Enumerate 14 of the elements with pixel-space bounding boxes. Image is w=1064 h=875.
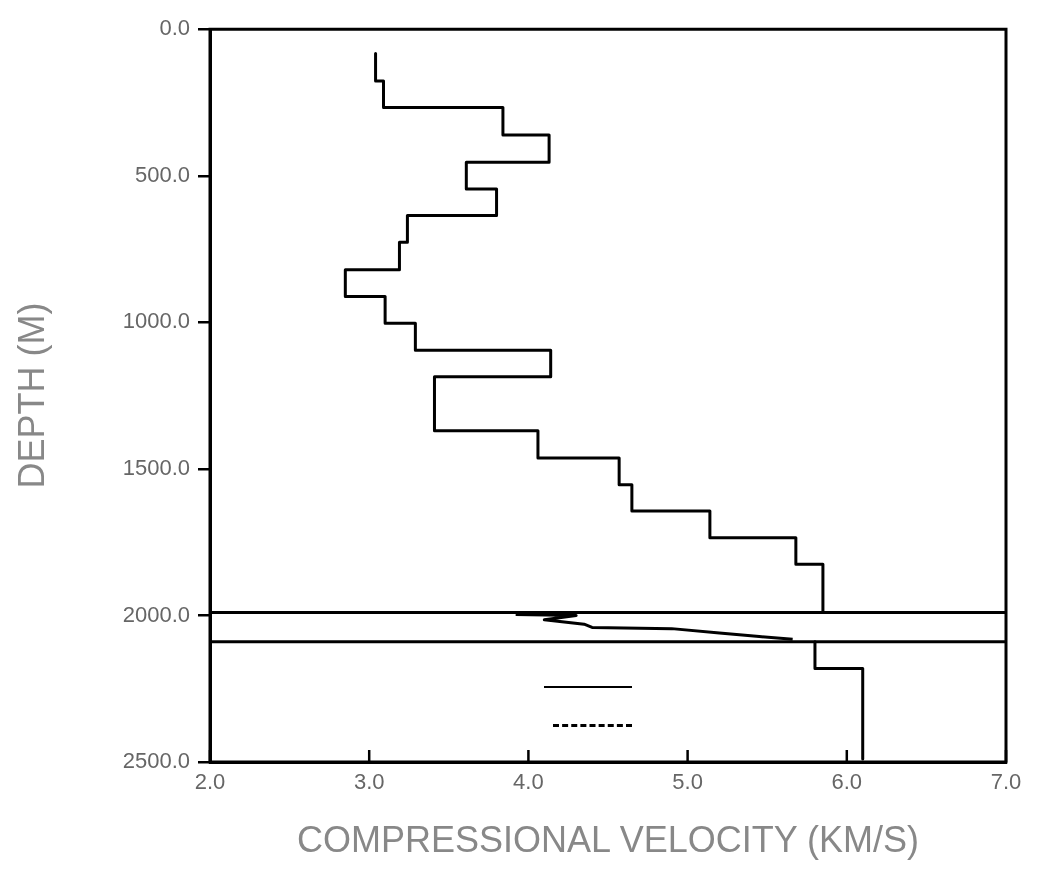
y-tick-label: 2000.0: [122, 601, 190, 627]
y-tick-label: 0.0: [159, 15, 190, 41]
y-tick-label: 2500.0: [122, 748, 190, 774]
x-tick-label: 7.0: [990, 769, 1022, 795]
x-tick-label: 3.0: [353, 769, 385, 795]
x-tick-label: 5.0: [672, 769, 703, 795]
y-tick-label: 500.0: [134, 161, 190, 187]
y-tick-label: 1500.0: [122, 454, 190, 480]
y-tick-label: 1000.0: [122, 308, 190, 334]
x-axis-title: COMPRESSIONAL VELOCITY (KM/S): [296, 819, 920, 861]
x-tick-label: 6.0: [831, 769, 863, 795]
x-tick-label: 2.0: [194, 769, 226, 795]
y-axis-title: DEPTH (M): [10, 302, 52, 489]
x-tick-label: 4.0: [513, 769, 544, 795]
